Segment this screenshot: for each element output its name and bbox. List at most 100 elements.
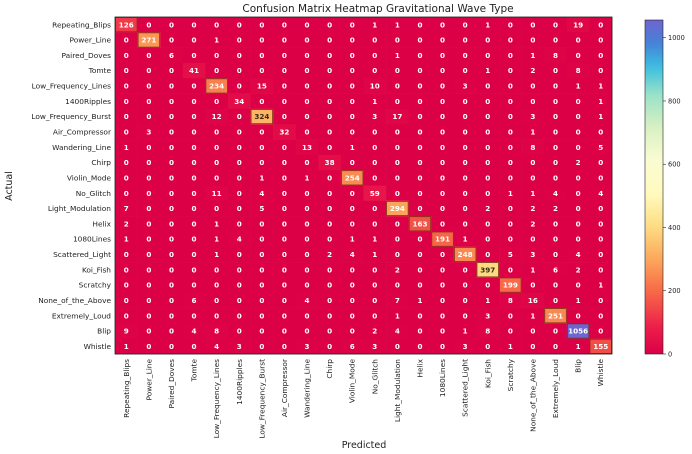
cell-value: 4: [237, 235, 242, 244]
cell-value: 0: [214, 51, 219, 60]
cell-value: 0: [146, 51, 151, 60]
heatmap-cell: [182, 292, 206, 309]
cell-value: 0: [146, 189, 151, 198]
heatmap-cell: [544, 78, 568, 94]
cell-value: 0: [485, 235, 490, 244]
cell-value: 0: [350, 189, 355, 198]
cell-value: 0: [305, 127, 310, 136]
cell-value: 294: [390, 204, 405, 213]
heatmap-cell: [476, 292, 500, 309]
cell-value: 4: [395, 327, 400, 336]
heatmap-cell: [544, 124, 568, 140]
cell-value: 0: [530, 82, 535, 91]
cell-value: 0: [237, 112, 242, 121]
colorbar-tick-label: 600: [668, 161, 681, 169]
heatmap-cell: [521, 17, 545, 33]
cell-value: 4: [305, 296, 310, 305]
heatmap-cell: [544, 231, 568, 248]
cell-value: 0: [463, 112, 468, 121]
heatmap-cell: [431, 338, 455, 355]
x-tick-label: Power_Line: [144, 359, 153, 401]
cell-value: 0: [305, 189, 310, 198]
heatmap-cell: [431, 262, 455, 278]
heatmap-cell: [340, 17, 364, 33]
heatmap-cell: [363, 216, 387, 232]
heatmap-cell: [589, 323, 613, 339]
cell-value: 0: [259, 66, 264, 75]
cell-value: 0: [598, 265, 603, 274]
heatmap-cell: [408, 124, 432, 140]
cell-value: 0: [508, 327, 513, 336]
heatmap-cell: [137, 62, 161, 79]
cell-value: 0: [395, 82, 400, 91]
heatmap-cell: [408, 231, 432, 248]
heatmap-cell: [431, 124, 455, 140]
cell-value: 0: [237, 51, 242, 60]
cell-value: 0: [417, 97, 422, 106]
heatmap-cell: [250, 17, 274, 33]
cell-value: 0: [598, 173, 603, 182]
heatmap-cell: [340, 216, 364, 232]
cell-value: 0: [124, 36, 129, 45]
heatmap-cell: [295, 200, 319, 217]
heatmap-cell: [499, 17, 522, 33]
heatmap-cell: [318, 262, 342, 278]
heatmap-cell: [182, 17, 206, 33]
heatmap-cell: [453, 323, 477, 339]
heatmap-cell: [499, 170, 522, 186]
heatmap-cell: [137, 308, 161, 324]
heatmap-cell: [227, 308, 251, 324]
heatmap-cell: [205, 32, 229, 48]
cell-value: 0: [169, 250, 174, 259]
cell-value: 0: [598, 235, 603, 244]
heatmap-cell: [476, 139, 500, 156]
heatmap-cell: [137, 231, 161, 248]
heatmap-cell: [521, 292, 545, 309]
x-tick-label: Scratchy: [506, 358, 515, 391]
heatmap-cell: [408, 154, 432, 171]
cell-value: 59: [370, 189, 380, 198]
cell-value: 0: [192, 219, 197, 228]
cell-value: 0: [598, 311, 603, 320]
cell-value: 0: [169, 97, 174, 106]
cell-value: 2: [530, 66, 535, 75]
cell-value: 0: [395, 281, 400, 290]
heatmap-cell: [205, 323, 229, 339]
cell-value: 0: [463, 296, 468, 305]
heatmap-cell: [476, 108, 500, 125]
heatmap-cell: [273, 62, 297, 79]
heatmap-cell: [363, 108, 387, 125]
heatmap-cell: [182, 108, 206, 125]
heatmap-cell: [273, 277, 297, 294]
heatmap-cell: [115, 154, 138, 171]
heatmap-cell: [408, 62, 432, 79]
heatmap-cell: [589, 246, 613, 263]
heatmap-cell: [182, 338, 206, 355]
cell-value: 0: [576, 127, 581, 136]
heatmap-cell: [499, 78, 522, 94]
cell-value: 1: [214, 219, 219, 228]
cell-value: 0: [440, 82, 445, 91]
cell-value: 0: [440, 327, 445, 336]
heatmap-cell: [295, 108, 319, 125]
heatmap-cell: [250, 262, 274, 278]
cell-value: 0: [214, 158, 219, 167]
heatmap-cell: [453, 124, 477, 140]
heatmap-cell: [386, 32, 409, 48]
heatmap-cell: [566, 17, 590, 33]
heatmap-cell: [363, 78, 387, 94]
heatmap-cell: [295, 93, 319, 110]
heatmap-cell: [295, 139, 319, 156]
x-tick-label: Repeating_Blips: [122, 359, 131, 418]
cell-value: 0: [395, 250, 400, 259]
heatmap-cell: [431, 308, 455, 324]
cell-value: 0: [305, 265, 310, 274]
heatmap-cell: [544, 262, 568, 278]
cell-value: 0: [463, 189, 468, 198]
cell-value: 0: [146, 311, 151, 320]
heatmap-cell: [295, 170, 319, 186]
cell-value: 0: [327, 281, 332, 290]
heatmap-cell: [408, 78, 432, 94]
cell-value: 1: [350, 143, 355, 152]
heatmap-cell: [386, 277, 409, 294]
